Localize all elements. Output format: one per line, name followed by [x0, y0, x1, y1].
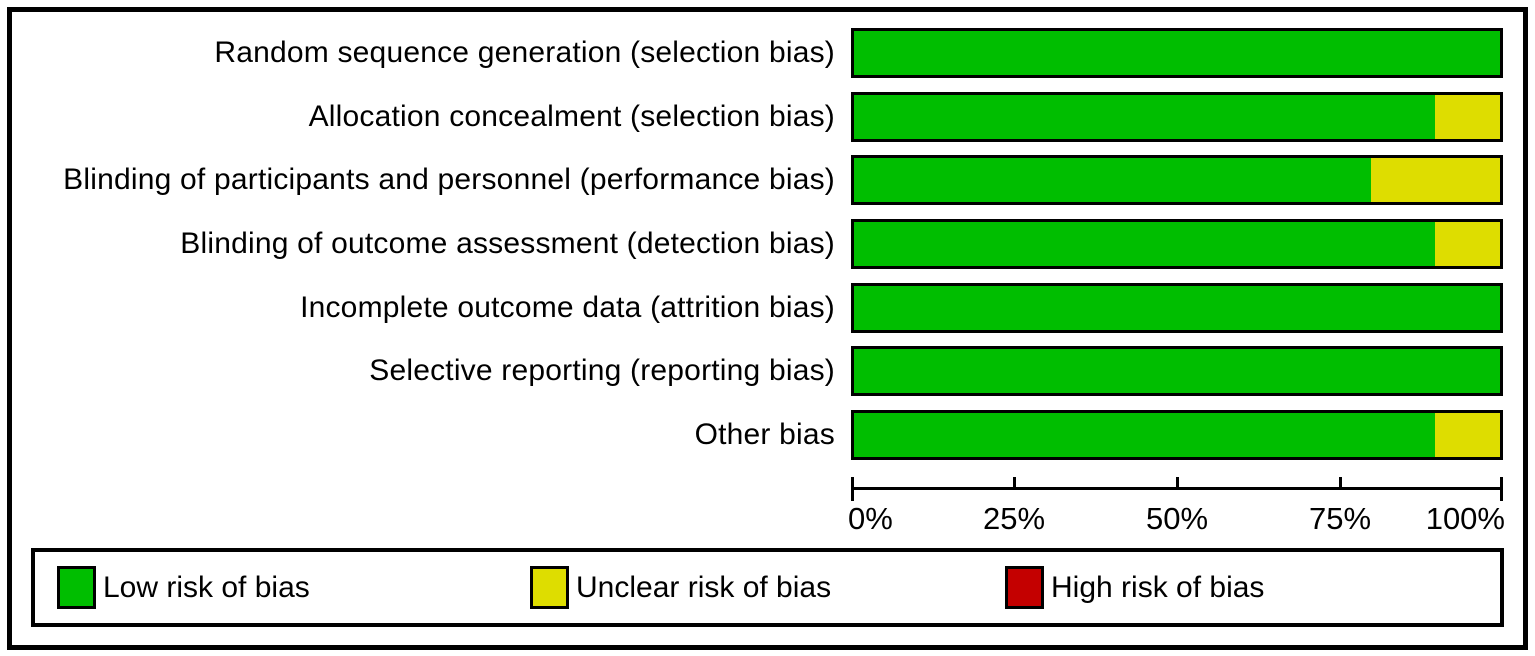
x-axis-tick-25: [1012, 477, 1016, 490]
category-label: Incomplete outcome data (attrition bias): [300, 291, 835, 324]
high-risk-swatch-icon: [1005, 566, 1044, 609]
bar-segment-unclear-risk-of-bias: [1435, 222, 1500, 266]
bar-segment-unclear-risk-of-bias: [1435, 95, 1500, 139]
legend-label-low-risk: Low risk of bias: [103, 570, 310, 604]
legend-label-unclear-risk: Unclear risk of bias: [576, 570, 832, 604]
x-axis-tick-50: [1175, 477, 1179, 490]
chart-row: Blinding of outcome assessment (detectio…: [0, 219, 1535, 269]
x-tick-label-75: 75%: [1308, 501, 1372, 536]
bar-segment-unclear-risk-of-bias: [1435, 413, 1500, 457]
bar-segment-low-risk-of-bias: [854, 95, 1436, 139]
stacked-bar: [851, 219, 1503, 269]
chart-row: Incomplete outcome data (attrition bias): [0, 283, 1535, 333]
chart-row: Allocation concealment (selection bias): [0, 92, 1535, 142]
legend-item-high-risk: High risk of bias: [1005, 552, 1264, 623]
bar-segment-low-risk-of-bias: [854, 286, 1500, 330]
category-label: Other bias: [694, 418, 835, 451]
chart-row: Random sequence generation (selection bi…: [0, 28, 1535, 78]
x-tick-label-0: 0%: [848, 501, 893, 536]
unclear-risk-swatch-icon: [530, 566, 569, 609]
stacked-bar: [851, 28, 1503, 78]
bar-segment-low-risk-of-bias: [854, 222, 1436, 266]
x-tick-label-25: 25%: [982, 501, 1046, 536]
x-axis: 0% 25% 50% 75% 100%: [848, 477, 1505, 539]
category-label: Blinding of outcome assessment (detectio…: [180, 227, 835, 260]
stacked-bar: [851, 155, 1503, 205]
chart-row: Blinding of participants and personnel (…: [0, 155, 1535, 205]
x-axis-tick-75: [1338, 477, 1342, 490]
bar-segment-unclear-risk-of-bias: [1370, 158, 1500, 202]
stacked-bar: [851, 346, 1503, 396]
x-tick-label-50: 50%: [1145, 501, 1209, 536]
legend: Low risk of bias Unclear risk of bias Hi…: [31, 548, 1504, 627]
bar-segment-low-risk-of-bias: [854, 158, 1371, 202]
stacked-bar: [851, 410, 1503, 460]
legend-item-low-risk: Low risk of bias: [57, 552, 310, 623]
bar-segment-low-risk-of-bias: [854, 31, 1500, 75]
stacked-bar: [851, 92, 1503, 142]
category-label: Random sequence generation (selection bi…: [214, 36, 835, 69]
legend-item-unclear-risk: Unclear risk of bias: [530, 552, 831, 623]
x-axis-tick-100: [1500, 477, 1503, 501]
chart-row: Other bias: [0, 410, 1535, 460]
category-label: Selective reporting (reporting bias): [369, 354, 835, 387]
stacked-bar: [851, 283, 1503, 333]
legend-label-high-risk: High risk of bias: [1051, 570, 1265, 604]
low-risk-swatch-icon: [57, 566, 96, 609]
x-axis-tick-0: [851, 477, 854, 501]
bar-segment-low-risk-of-bias: [854, 413, 1436, 457]
x-tick-label-100: 100%: [1425, 501, 1505, 536]
category-label: Blinding of participants and personnel (…: [63, 163, 835, 196]
bar-segment-low-risk-of-bias: [854, 349, 1500, 393]
category-label: Allocation concealment (selection bias): [308, 100, 835, 133]
chart-row: Selective reporting (reporting bias): [0, 346, 1535, 396]
